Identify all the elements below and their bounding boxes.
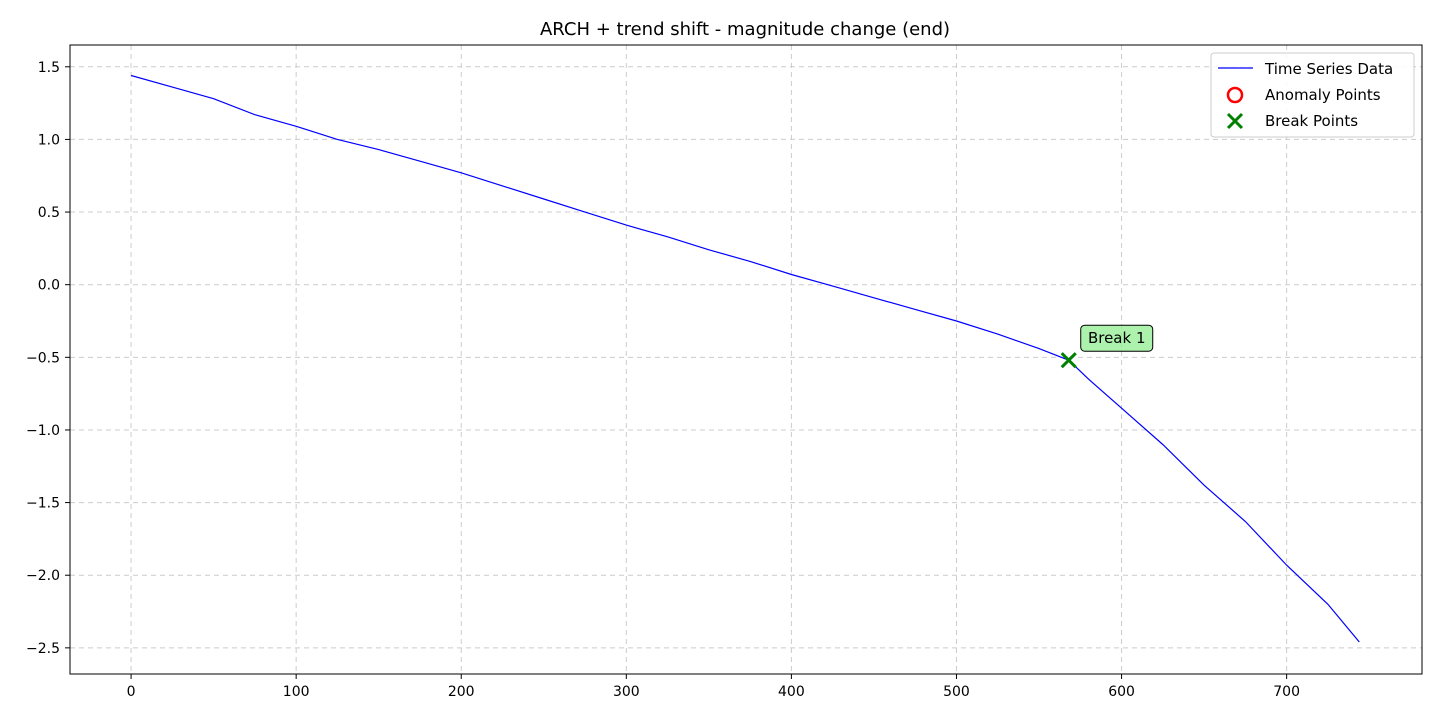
x-tick-label: 300 — [613, 684, 640, 700]
y-tick-label: 1.5 — [38, 60, 60, 76]
grid-layer — [70, 45, 1422, 674]
x-tick-label: 700 — [1273, 684, 1300, 700]
y-tick-label: 0.5 — [38, 205, 60, 221]
break-label: Break 1 — [1088, 329, 1146, 347]
x-tick-label: 400 — [778, 684, 805, 700]
x-tick-label: 200 — [448, 684, 475, 700]
markers-layer: Break 1 — [1060, 324, 1154, 369]
y-tick-label: 0.0 — [38, 278, 60, 294]
y-tick-label: −2.0 — [26, 568, 60, 584]
legend-box — [1210, 52, 1415, 138]
y-tick-label: −0.5 — [26, 350, 60, 366]
legend-label-series: Time Series Data — [1264, 60, 1393, 78]
legend-label-break: Break Points — [1265, 112, 1358, 130]
legend: Time Series Data Anomaly Points Break Po… — [1210, 52, 1415, 138]
legend-label-anomaly: Anomaly Points — [1265, 86, 1381, 104]
x-tick-label: 100 — [283, 684, 310, 700]
break-label-box — [1080, 324, 1154, 352]
x-tick-label: 0 — [127, 684, 136, 700]
series-layer — [130, 74, 1360, 643]
y-tick-label: 1.0 — [38, 132, 60, 148]
y-tick-label: −1.5 — [26, 496, 60, 512]
plot-frame — [69, 44, 1423, 675]
y-tick-label: −2.5 — [26, 641, 60, 657]
legend-anomaly-marker — [1226, 86, 1244, 104]
break-point-marker — [1060, 352, 1077, 369]
ticks-layer: 0 100 200 300 400 500 600 700 1.5 1.0 0.5 0.0 −0.5 −1… — [26, 60, 1300, 700]
chart-title: ARCH + trend shift - magnitude change (e… — [540, 19, 950, 40]
x-tick-label: 600 — [1108, 684, 1135, 700]
x-tick-label: 500 — [943, 684, 970, 700]
legend-break-marker — [1226, 112, 1244, 130]
y-tick-label: −1.0 — [26, 423, 60, 439]
series-line — [130, 74, 1360, 643]
